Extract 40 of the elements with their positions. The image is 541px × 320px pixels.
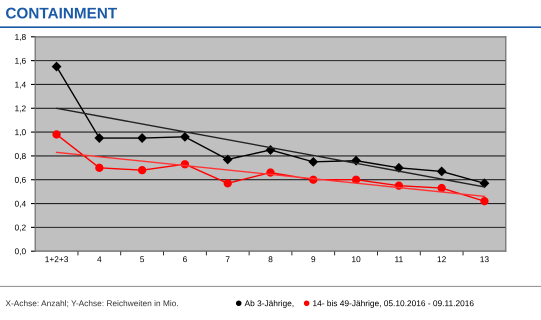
y-tick-label: 1,0 bbox=[15, 129, 26, 136]
x-tick-label: 9 bbox=[311, 256, 316, 262]
y-tick-label: 0,6 bbox=[14, 176, 26, 184]
point bbox=[224, 179, 232, 188]
text: X-Achse: Anzahl; Y-Achse: Reichweiten in Mio. bbox=[6, 300, 178, 308]
y-tick-label: 1,2 bbox=[15, 105, 26, 112]
point bbox=[95, 164, 104, 172]
y-tick-label: 0,2 bbox=[14, 224, 26, 232]
x-tick-label: 12 bbox=[438, 256, 446, 262]
x-tick-label: 11 bbox=[395, 256, 403, 262]
x-tick-label: 13 bbox=[480, 256, 489, 262]
chart-title: CONTAINMENT bbox=[6, 8, 117, 18]
y-tick-label: 0,4 bbox=[14, 200, 26, 208]
point bbox=[437, 184, 446, 192]
point bbox=[138, 166, 146, 174]
point bbox=[480, 178, 490, 188]
x-tick-label: 7 bbox=[226, 256, 230, 262]
point bbox=[308, 157, 318, 166]
point bbox=[480, 197, 489, 206]
x-tick-label: 4 bbox=[97, 256, 102, 262]
y-tick-label: 1,8 bbox=[15, 34, 26, 41]
point bbox=[394, 163, 404, 172]
x-tick-label: 5 bbox=[140, 256, 144, 262]
y-tick-label: 0,0 bbox=[14, 248, 26, 256]
point bbox=[180, 132, 190, 142]
y-tick-label: 0,8 bbox=[14, 153, 26, 160]
y-tick-label: 1,6 bbox=[15, 58, 26, 65]
legend-label: Ab 3-Jährige, bbox=[244, 300, 294, 308]
x-tick-label: 10 bbox=[352, 256, 360, 262]
y-tick-label: 1,4 bbox=[15, 82, 26, 89]
x-tick-label: 6 bbox=[183, 256, 187, 262]
point bbox=[138, 133, 147, 143]
legend-label: 14- bis 49-Jährige, 05.10.2016 - 09.11.2016 bbox=[313, 300, 474, 308]
point bbox=[437, 166, 446, 176]
point bbox=[52, 62, 62, 72]
point bbox=[223, 154, 232, 164]
point bbox=[94, 133, 104, 143]
x-tick-label: 1+2+3 bbox=[45, 256, 68, 262]
x-tick-label: 8 bbox=[268, 256, 272, 262]
point bbox=[52, 130, 61, 139]
